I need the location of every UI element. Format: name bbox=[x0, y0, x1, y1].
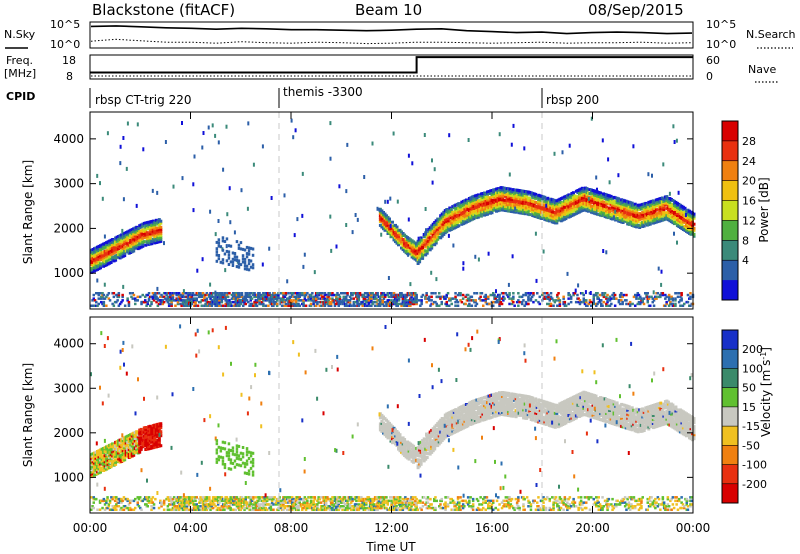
colorbar-swatch bbox=[722, 426, 738, 446]
colorbar-swatch bbox=[722, 349, 738, 369]
colorbar-swatch bbox=[722, 483, 738, 504]
colorbar-tick-label: 24 bbox=[742, 155, 756, 168]
velocity-y-label: Slant Range [km] bbox=[21, 363, 35, 467]
noise-left-tick-top: 10^5 bbox=[50, 18, 80, 31]
velocity-colorbar: 200 100 50 15 -15 -50 -100 -200 bbox=[721, 329, 767, 504]
date-title: 08/Sep/2015 bbox=[588, 1, 684, 19]
freq-right-tick-top: 60 bbox=[706, 54, 720, 67]
y-tick-label: 3000 bbox=[53, 177, 84, 191]
colorbar-tick-label: 8 bbox=[742, 234, 749, 247]
freq-panel: Freq. [MHz] 18 8 60 0 Nave bbox=[4, 54, 778, 83]
colorbar-tick-label: -100 bbox=[742, 459, 767, 472]
x-tick-label: 00:00 bbox=[676, 521, 711, 535]
freq-panel-frame bbox=[89, 54, 694, 80]
nave-label: Nave bbox=[748, 63, 776, 76]
colorbar-frame bbox=[721, 120, 739, 301]
colorbar-swatch bbox=[722, 200, 738, 221]
colorbar-tick-label: 200 bbox=[742, 343, 763, 356]
colorbar-swatch bbox=[722, 220, 738, 241]
colorbar-swatch bbox=[722, 121, 738, 142]
time-axis: 00:00 04:00 08:00 12:00 16:00 20:00 00:00 bbox=[73, 112, 711, 535]
colorbar-swatch bbox=[722, 387, 738, 408]
colorbar-swatch bbox=[722, 406, 738, 427]
noise-sky-label: N.Sky bbox=[4, 28, 36, 41]
velocity-colorbar-label: Velocity [m s-1] bbox=[759, 347, 773, 437]
colorbar-swatch bbox=[722, 330, 738, 350]
x-tick-label: 12:00 bbox=[374, 521, 409, 535]
colorbar-swatch bbox=[722, 160, 738, 182]
power-y-label: Slant Range [km] bbox=[21, 160, 35, 264]
noise-panel: N.Sky 10^5 10^0 10^5 10^0 N.Search bbox=[4, 18, 796, 51]
velocity-y-axis: 1000 2000 3000 4000 bbox=[53, 337, 693, 484]
beam-title: Beam 10 bbox=[355, 1, 422, 19]
noise-search-label: N.Search bbox=[746, 28, 796, 41]
freq-left-tick-bottom: 8 bbox=[66, 70, 73, 83]
station-title: Blackstone (fitACF) bbox=[92, 1, 235, 19]
colorbar-tick-label: -15 bbox=[742, 420, 760, 433]
velocity-pixels bbox=[90, 324, 696, 511]
colorbar-tick-label: 50 bbox=[742, 382, 756, 395]
noise-right-tick-bottom: 10^0 bbox=[706, 38, 736, 51]
colorbar-swatch bbox=[722, 240, 738, 261]
cpid-segment-2: rbsp 200 bbox=[546, 93, 599, 107]
freq-label-2: [MHz] bbox=[4, 67, 36, 80]
colorbar-tick-label: 4 bbox=[742, 254, 749, 267]
x-tick-label: 16:00 bbox=[475, 521, 510, 535]
colorbar-tick-label: 20 bbox=[742, 175, 756, 188]
noise-left-tick-bottom: 10^0 bbox=[50, 38, 80, 51]
freq-series bbox=[90, 56, 693, 74]
power-colorbar: 28 24 20 16 12 8 4 bbox=[721, 120, 756, 301]
colorbar-swatch bbox=[722, 280, 738, 301]
cpid-segment-1: themis -3300 bbox=[283, 85, 363, 99]
colorbar-swatch bbox=[722, 445, 738, 466]
power-y-axis: 1000 2000 3000 4000 bbox=[53, 132, 693, 280]
colorbar-tick-label: 12 bbox=[742, 214, 756, 227]
cpid-label: CPID bbox=[6, 90, 35, 103]
noise-panel-frame bbox=[89, 21, 694, 49]
colorbar-tick-label: -200 bbox=[742, 478, 767, 491]
y-tick-label: 1000 bbox=[53, 266, 84, 280]
y-tick-label: 2000 bbox=[53, 221, 84, 235]
noise-search-series bbox=[90, 38, 693, 45]
colorbar-swatch bbox=[722, 260, 738, 281]
freq-label-1: Freq. bbox=[6, 54, 33, 67]
y-tick-label: 1000 bbox=[53, 470, 84, 484]
colorbar-tick-label: 100 bbox=[742, 362, 763, 375]
x-tick-label: 08:00 bbox=[274, 521, 309, 535]
y-tick-label: 3000 bbox=[53, 381, 84, 395]
colorbar-tick-label: -50 bbox=[742, 439, 760, 452]
colorbar-swatch bbox=[722, 368, 738, 389]
x-tick-label: 20:00 bbox=[575, 521, 610, 535]
y-tick-label: 4000 bbox=[53, 337, 84, 351]
colorbar-tick-label: 15 bbox=[742, 401, 756, 414]
cpid-panel: CPID rbsp CT-trig 220 themis -3300 rbsp … bbox=[6, 85, 599, 108]
x-axis-label: Time UT bbox=[365, 540, 416, 554]
colorbar-tick-label: 28 bbox=[742, 135, 756, 148]
colorbar-swatch bbox=[722, 464, 738, 485]
y-tick-label: 2000 bbox=[53, 426, 84, 440]
y-tick-label: 4000 bbox=[53, 132, 84, 146]
cpid-segment-0: rbsp CT-trig 220 bbox=[95, 93, 191, 107]
velocity-panel: 1000 2000 3000 4000 Slant Range [km] 200 100… bbox=[21, 316, 773, 514]
freq-right-tick-bottom: 0 bbox=[706, 70, 713, 83]
x-tick-label: 04:00 bbox=[173, 521, 208, 535]
colorbar-swatch bbox=[722, 140, 738, 162]
colorbar-swatch bbox=[722, 180, 738, 202]
colorbar-frame bbox=[721, 329, 739, 504]
freq-left-tick-top: 18 bbox=[62, 54, 76, 67]
power-pixels bbox=[90, 116, 696, 307]
power-panel: 1000 2000 3000 4000 Slant Range [km] 28 24 20… bbox=[21, 111, 771, 310]
colorbar-tick-label: 16 bbox=[742, 195, 756, 208]
noise-sky-series bbox=[90, 25, 693, 35]
x-tick-label: 00:00 bbox=[73, 521, 108, 535]
power-colorbar-label: Power [dB] bbox=[757, 177, 771, 242]
noise-right-tick-top: 10^5 bbox=[706, 18, 736, 31]
